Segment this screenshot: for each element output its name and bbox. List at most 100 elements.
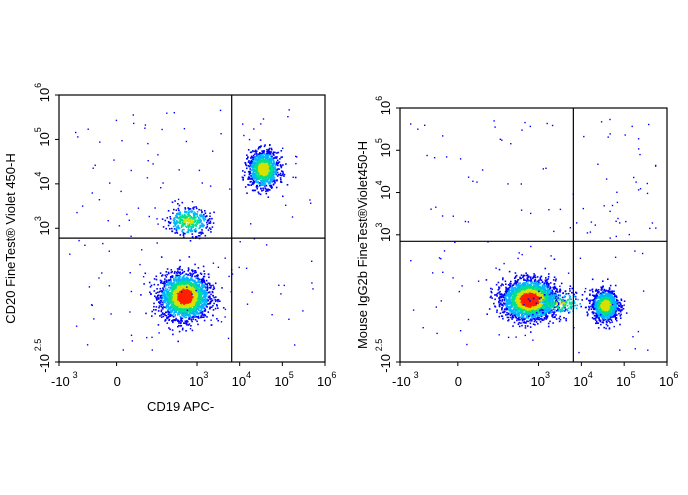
event-dot (249, 172, 251, 174)
event-dot (171, 271, 173, 273)
event-dot (203, 220, 205, 222)
event-dot (140, 294, 142, 296)
event-dot (264, 173, 266, 175)
event-dot (156, 279, 158, 281)
event-dot (173, 226, 175, 228)
event-dot (181, 314, 183, 316)
event-dot (168, 210, 170, 212)
event-dot (277, 175, 279, 177)
event-dot (197, 304, 199, 306)
event-dot (185, 295, 187, 297)
event-dot (265, 169, 267, 171)
event-dot (194, 283, 196, 285)
event-dot (176, 283, 178, 285)
event-dot (263, 118, 264, 119)
event-dot (282, 171, 284, 173)
event-dot (176, 229, 178, 231)
event-dot (181, 231, 183, 233)
event-dot (261, 180, 263, 182)
event-dot (186, 313, 188, 315)
event-dot (158, 301, 160, 303)
event-dot (204, 290, 206, 292)
event-dot (202, 182, 203, 183)
event-dot (186, 290, 188, 292)
event-dot (178, 199, 179, 200)
event-dot (197, 211, 199, 213)
event-dot (270, 185, 272, 187)
event-dot (187, 296, 189, 298)
event-dot (267, 190, 269, 192)
event-dot (144, 128, 145, 129)
event-dot (143, 283, 145, 285)
event-dot (193, 306, 195, 308)
event-dot (279, 158, 281, 160)
event-dot (186, 277, 188, 279)
event-dot (177, 299, 179, 301)
event-dot (163, 303, 165, 305)
event-dot (182, 229, 184, 231)
event-dot (210, 185, 211, 186)
event-dot (258, 162, 260, 164)
event-dot (217, 320, 219, 322)
event-dot (145, 273, 147, 275)
event-dot (166, 274, 168, 276)
event-dot (255, 190, 257, 192)
event-dot (203, 306, 205, 308)
event-dot (145, 124, 146, 125)
event-dot (165, 297, 167, 299)
event-dot (87, 344, 88, 345)
event-dot (545, 268, 547, 270)
event-dot (250, 152, 252, 154)
x-tick-exponent: 6 (331, 370, 336, 380)
event-dot (151, 337, 152, 338)
event-dot (184, 284, 186, 286)
event-dot (205, 283, 207, 285)
event-dot (257, 186, 259, 188)
event-dot (204, 282, 206, 284)
event-dot (204, 320, 206, 322)
event-dot (185, 280, 187, 282)
event-dot (202, 300, 204, 302)
event-dot (273, 184, 275, 186)
event-dot (197, 282, 199, 284)
event-dot (158, 310, 160, 312)
event-dot (167, 304, 169, 306)
event-dot (219, 300, 221, 302)
event-dot (269, 183, 271, 185)
event-dot (171, 284, 173, 286)
event-dot (177, 278, 179, 280)
event-dot (184, 317, 186, 319)
event-dot (180, 287, 182, 289)
y-tick-label: 106 (33, 83, 52, 102)
event-dot (525, 272, 527, 274)
event-dot (216, 318, 218, 320)
event-dot (149, 282, 151, 284)
event-dot (209, 284, 211, 286)
event-dot (190, 226, 192, 228)
event-dot (189, 311, 191, 313)
event-dot (184, 296, 186, 298)
event-dot (182, 272, 184, 274)
event-dot (228, 276, 229, 277)
event-dot (176, 281, 178, 283)
event-dot (131, 170, 132, 171)
event-dot (239, 267, 240, 268)
event-dot (251, 157, 253, 159)
event-dot (183, 229, 185, 231)
event-dot (158, 297, 160, 299)
event-dot (204, 273, 206, 275)
event-dot (166, 284, 168, 286)
event-dot (268, 170, 270, 172)
event-dot (196, 236, 198, 238)
event-dot (154, 284, 156, 286)
event-dot (258, 177, 260, 179)
event-dot (247, 178, 249, 180)
event-dot (108, 220, 109, 221)
event-dot (173, 289, 175, 291)
event-dot (172, 201, 174, 203)
event-dot (196, 292, 198, 294)
event-dot (242, 170, 244, 172)
event-dot (265, 163, 267, 165)
event-dot (193, 315, 195, 317)
event-dot (199, 289, 201, 291)
